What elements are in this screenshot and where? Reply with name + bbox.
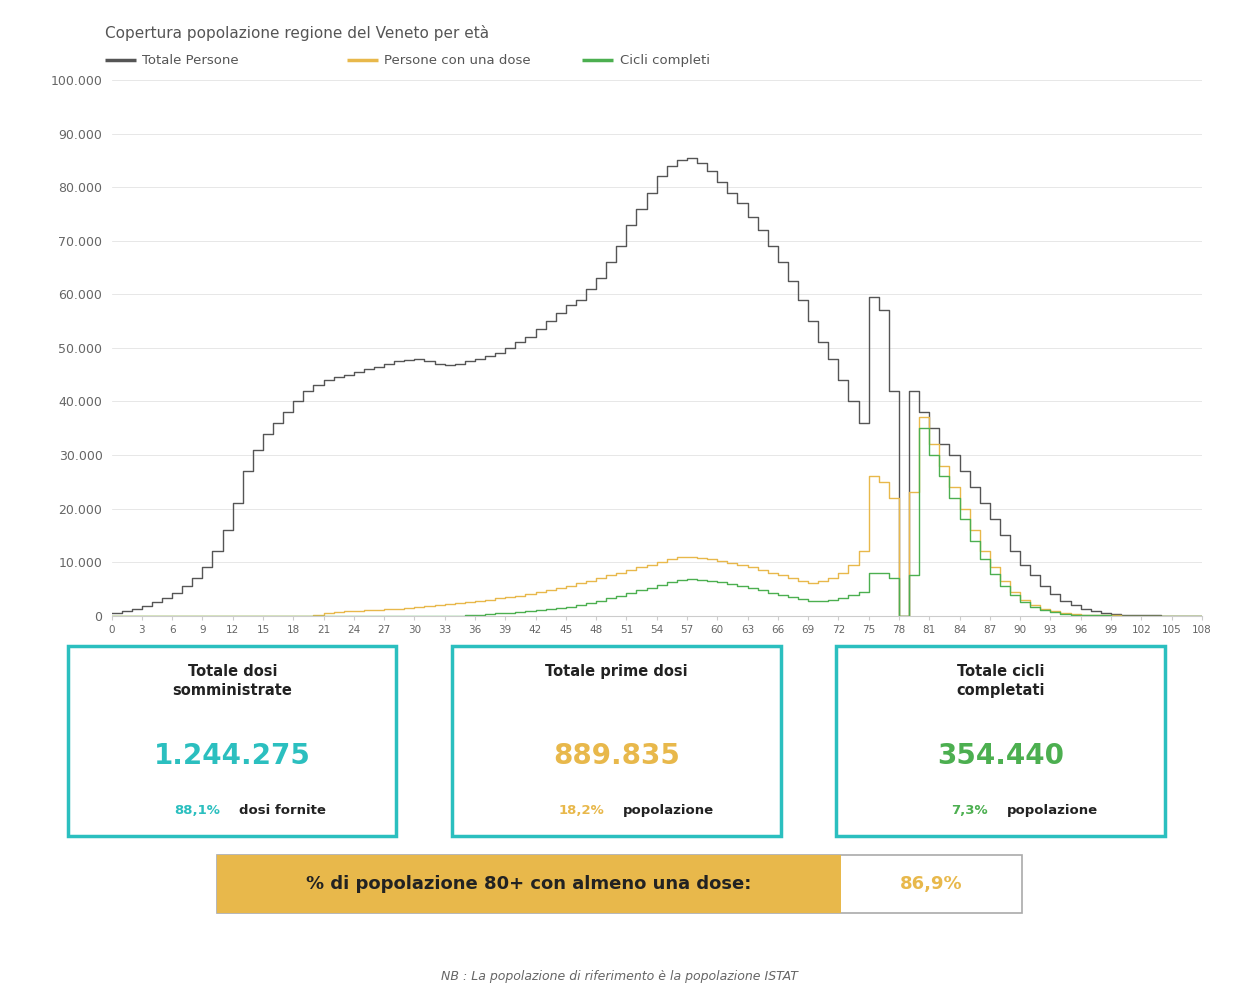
- Text: 1.244.275: 1.244.275: [154, 742, 311, 770]
- Text: Totale prime dosi: Totale prime dosi: [545, 664, 688, 679]
- Text: Totale Persone: Totale Persone: [142, 54, 239, 66]
- Text: 88,1%: 88,1%: [173, 805, 221, 817]
- Text: Persone con una dose: Persone con una dose: [384, 54, 530, 66]
- Text: 889.835: 889.835: [553, 742, 680, 770]
- Text: 86,9%: 86,9%: [901, 875, 963, 893]
- Text: Copertura popolazione regione del Veneto per età: Copertura popolazione regione del Veneto…: [105, 25, 489, 41]
- Text: Totale cicli
completati: Totale cicli completati: [957, 664, 1044, 699]
- Text: % di popolazione 80+ con almeno una dose:: % di popolazione 80+ con almeno una dose…: [306, 875, 752, 893]
- Text: popolazione: popolazione: [1007, 805, 1098, 817]
- Text: 18,2%: 18,2%: [559, 805, 603, 817]
- Text: 7,3%: 7,3%: [952, 805, 989, 817]
- Text: dosi fornite: dosi fornite: [238, 805, 326, 817]
- Text: NB : La popolazione di riferimento è la popolazione ISTAT: NB : La popolazione di riferimento è la …: [441, 970, 798, 983]
- Text: Cicli completi: Cicli completi: [620, 54, 710, 66]
- Text: Totale dosi
somministrate: Totale dosi somministrate: [172, 664, 292, 699]
- Text: 354.440: 354.440: [937, 742, 1064, 770]
- Text: popolazione: popolazione: [622, 805, 714, 817]
